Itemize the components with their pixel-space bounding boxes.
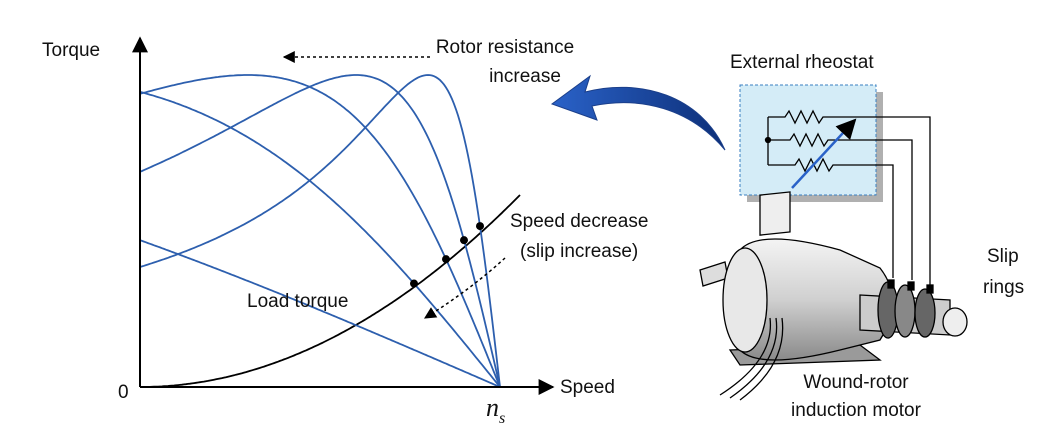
slip-rings-label: Slip bbox=[987, 246, 1019, 267]
annotation: Rotor resistance bbox=[436, 37, 574, 58]
origin-label: 0 bbox=[118, 382, 129, 403]
motor bbox=[699, 191, 968, 401]
annotation: (slip increase) bbox=[520, 241, 638, 262]
torque-curve bbox=[139, 74, 501, 388]
motor-label: Wound-rotor bbox=[803, 372, 909, 393]
operating-point bbox=[460, 236, 468, 245]
operating-point bbox=[442, 255, 450, 264]
motor-label: induction motor bbox=[791, 400, 922, 421]
slip-arrow bbox=[423, 257, 506, 319]
annotation: Speed decrease bbox=[510, 211, 648, 232]
y-axis-label: Torque bbox=[42, 40, 100, 61]
torque-curves bbox=[139, 74, 521, 388]
slip-rings-label: rings bbox=[983, 277, 1024, 298]
sync-speed-main: n bbox=[486, 393, 499, 422]
annotation: Load torque bbox=[247, 291, 348, 312]
operating-point bbox=[410, 279, 418, 288]
load-curve bbox=[140, 194, 521, 388]
torque-curve bbox=[139, 74, 501, 388]
sync-speed-sub: s bbox=[499, 410, 505, 427]
annotation: increase bbox=[489, 66, 561, 87]
sync-speed: ns bbox=[486, 393, 505, 427]
torque-curve bbox=[139, 239, 501, 388]
torque-curve bbox=[139, 91, 501, 388]
blue-arrow bbox=[550, 74, 726, 151]
rheostat-slider bbox=[791, 118, 857, 189]
rheostat-label: External rheostat bbox=[730, 52, 874, 73]
torque-curve bbox=[139, 74, 501, 388]
x-axis-label: Speed bbox=[560, 377, 615, 398]
operating-point bbox=[476, 222, 484, 231]
